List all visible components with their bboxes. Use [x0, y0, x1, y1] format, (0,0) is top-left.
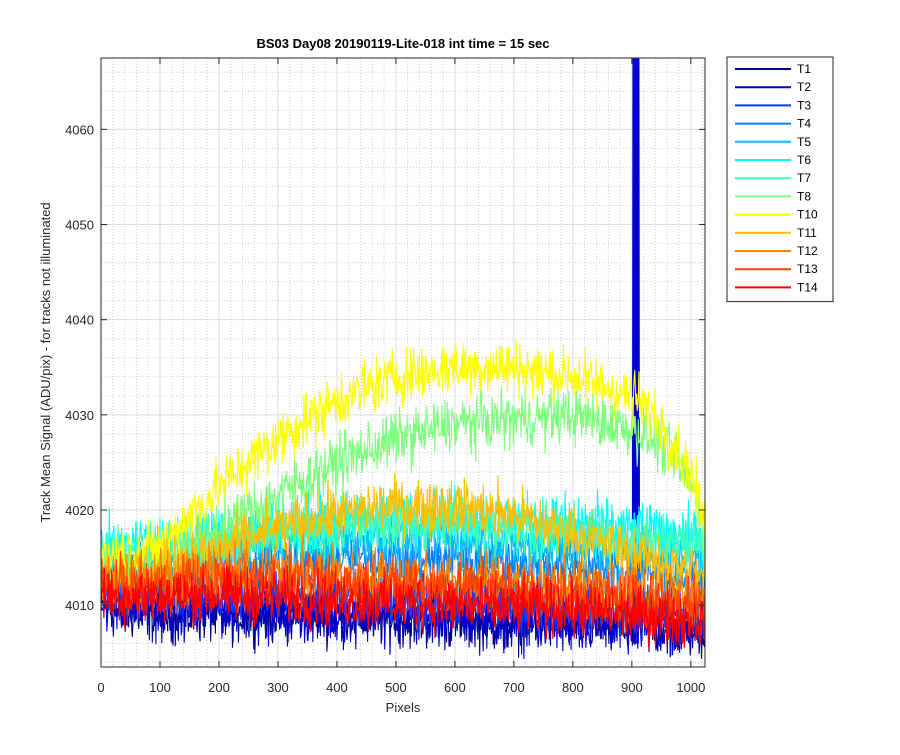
legend: T1 T2 T3 T4 T5 T6 T7 T8 T10 T11 T12 T13 T14: [726, 56, 834, 303]
series-lines: [101, 58, 705, 660]
y-axis-label: Track Mean Signal (ADU/pix) - for tracks…: [38, 202, 53, 522]
y-tick-label: 4010: [65, 598, 94, 613]
legend-label-t1: T1: [797, 62, 811, 76]
x-tick-label: 400: [326, 680, 348, 695]
x-tick-label: 600: [444, 680, 466, 695]
x-tick-label: 1000: [676, 680, 705, 695]
legend-label-t3: T3: [797, 98, 811, 112]
chart-title: BS03 Day08 20190119-Lite-018 int time = …: [256, 36, 549, 51]
y-tick-label: 4040: [65, 313, 94, 328]
y-tick-label: 4030: [65, 408, 94, 423]
y-tick-label: 4020: [65, 503, 94, 518]
x-tick-label: 200: [208, 680, 230, 695]
legend-label-t8: T8: [797, 189, 811, 203]
x-tick-label: 800: [562, 680, 584, 695]
series-line-t10: [101, 339, 705, 587]
x-axis-label: Pixels: [386, 700, 421, 715]
legend-label-t12: T12: [797, 244, 818, 258]
legend-label-t14: T14: [797, 280, 818, 294]
series-line-t14: [101, 563, 705, 650]
x-tick-label: 900: [621, 680, 643, 695]
legend-label-t11: T11: [797, 226, 817, 240]
x-tick-label: 700: [503, 680, 525, 695]
x-tick-label: 500: [385, 680, 407, 695]
legend-box: [726, 56, 834, 303]
legend-label-t10: T10: [797, 208, 818, 222]
series-line-t11: [101, 472, 705, 609]
x-tick-label: 300: [267, 680, 289, 695]
legend-label-t6: T6: [797, 153, 811, 167]
legend-label-t2: T2: [797, 80, 811, 94]
y-tick-label: 4050: [65, 218, 94, 233]
legend-label-t4: T4: [797, 117, 811, 131]
plot-area: 0 100 200 300 400 500 600 700 800 900 1000 4010 4020…: [38, 36, 706, 715]
legend-label-t5: T5: [797, 135, 811, 149]
legend-label-t13: T13: [797, 262, 818, 276]
x-tick-label: 100: [149, 680, 171, 695]
x-tick-label: 0: [97, 680, 104, 695]
y-tick-label: 4060: [65, 122, 94, 137]
legend-label-t7: T7: [797, 171, 811, 185]
axes-box: [100, 57, 706, 668]
